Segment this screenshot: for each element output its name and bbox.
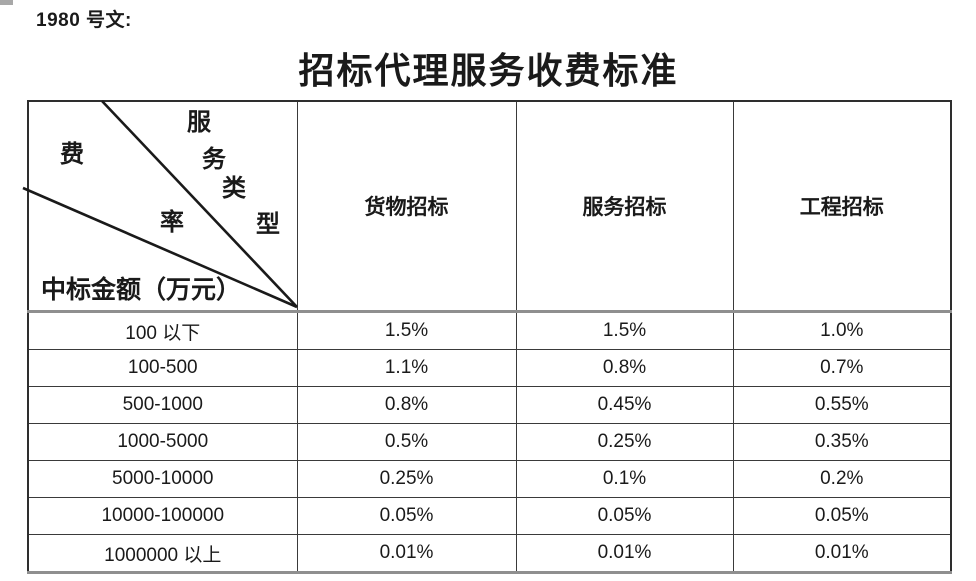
fee-value-cell: 0.05%	[296, 497, 517, 535]
diagonal-lines	[22, 100, 298, 309]
corner-label-fee-rate-char: 费	[60, 142, 84, 168]
fee-value-cell: 0.1%	[515, 460, 734, 498]
fee-value-cell: 0.2%	[732, 460, 952, 498]
table-row: 5000-10000 0.25% 0.1% 0.2%	[27, 460, 952, 498]
corner-label-service-type-char: 类	[222, 176, 246, 202]
fee-value-cell: 0.8%	[296, 386, 517, 424]
corner-label-service-type-char: 服	[187, 110, 211, 136]
column-header-works: 工程招标	[732, 100, 952, 313]
amount-range-cell: 1000000 以上	[27, 534, 298, 573]
amount-range-cell: 1000-5000	[27, 423, 298, 461]
fee-value-cell: 0.55%	[732, 386, 952, 424]
fee-value-cell: 0.8%	[515, 349, 734, 387]
fee-value-cell: 0.5%	[296, 423, 517, 461]
diagonal-header-cell: 服 务 类 型 费 率 中标金额（万元）	[22, 100, 298, 313]
fee-value-cell: 0.7%	[732, 349, 952, 387]
column-header-goods: 货物招标	[296, 100, 517, 313]
amount-range-cell: 5000-10000	[27, 460, 298, 498]
table-row: 10000-100000 0.05% 0.05% 0.05%	[27, 497, 952, 535]
corner-label-service-type-char: 型	[256, 212, 280, 238]
fee-value-cell: 1.5%	[296, 311, 517, 350]
fee-value-cell: 0.05%	[732, 497, 952, 535]
column-header-services: 服务招标	[515, 100, 734, 313]
fee-value-cell: 1.0%	[732, 311, 952, 350]
table-row: 500-1000 0.8% 0.45% 0.55%	[27, 386, 952, 424]
fee-value-cell: 0.01%	[515, 534, 734, 573]
fee-rate-table: 服 务 类 型 费 率 中标金额（万元） 货物招标 服务招标 工程招标 100 …	[22, 100, 952, 574]
fee-value-cell: 0.25%	[296, 460, 517, 498]
fee-value-cell: 0.45%	[515, 386, 734, 424]
page-title: 招标代理服务收费标准	[298, 51, 679, 91]
table-row: 100 以下 1.5% 1.5% 1.0%	[27, 311, 952, 350]
doc-reference: 1980 号文:	[36, 10, 132, 31]
fee-value-cell: 1.5%	[515, 311, 734, 350]
amount-range-cell: 100 以下	[27, 311, 298, 350]
scan-artifact	[0, 0, 13, 5]
amount-range-cell: 100-500	[27, 349, 298, 387]
table-row: 100-500 1.1% 0.8% 0.7%	[27, 349, 952, 387]
fee-value-cell: 1.1%	[296, 349, 517, 387]
fee-value-cell: 0.35%	[732, 423, 952, 461]
table-row: 1000000 以上 0.01% 0.01% 0.01%	[27, 534, 952, 573]
table-header-row: 服 务 类 型 费 率 中标金额（万元） 货物招标 服务招标 工程招标	[22, 100, 952, 313]
amount-range-cell: 10000-100000	[27, 497, 298, 535]
corner-label-fee-rate-char: 率	[160, 210, 184, 236]
fee-value-cell: 0.01%	[296, 534, 517, 573]
corner-label-bid-amount: 中标金额（万元）	[41, 277, 242, 304]
fee-value-cell: 0.05%	[515, 497, 734, 535]
amount-range-cell: 500-1000	[27, 386, 298, 424]
fee-value-cell: 0.01%	[732, 534, 952, 573]
table-row: 1000-5000 0.5% 0.25% 0.35%	[27, 423, 952, 461]
corner-label-service-type-char: 务	[202, 147, 226, 173]
fee-value-cell: 0.25%	[515, 423, 734, 461]
